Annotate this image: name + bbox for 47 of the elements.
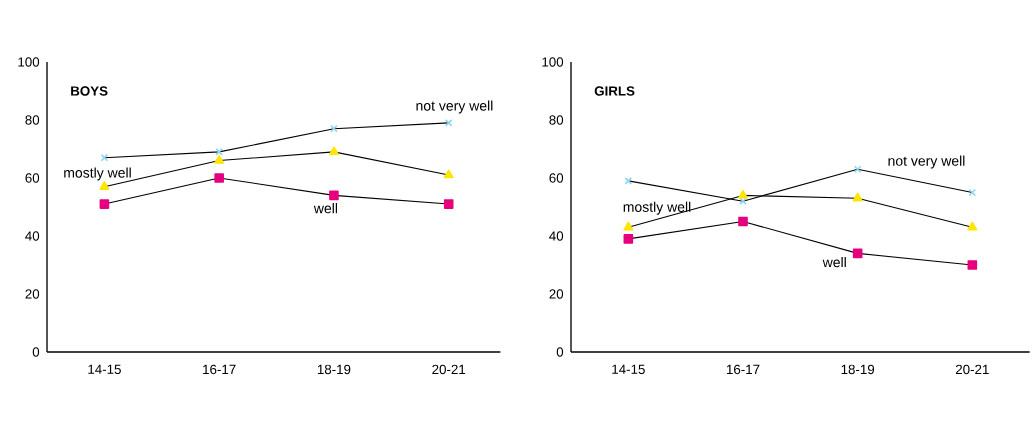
point <box>443 199 454 209</box>
point <box>623 234 634 244</box>
y-tick-label: 60 <box>549 173 564 183</box>
point <box>100 153 109 162</box>
point <box>738 189 748 199</box>
y-tick-label: 100 <box>18 57 40 67</box>
point <box>99 199 110 209</box>
point <box>967 221 978 231</box>
x-tick-label: 16-17 <box>726 364 760 375</box>
point <box>623 221 634 231</box>
y-tick-label: 40 <box>25 231 40 241</box>
y-tick-label: 100 <box>542 57 564 67</box>
point <box>443 169 454 179</box>
y-tick-label: 20 <box>25 289 40 299</box>
x-tick-label: 14-15 <box>88 364 121 374</box>
series-label: not very well <box>888 155 965 169</box>
point <box>852 192 863 202</box>
y-tick-label: 80 <box>25 115 40 125</box>
x-tick-label: 18-19 <box>841 364 875 375</box>
point <box>215 148 223 156</box>
y-tick-label: 0 <box>32 347 40 357</box>
x-tick-label: 20-21 <box>955 364 989 375</box>
series-label: mostly well <box>623 201 691 215</box>
point <box>852 248 863 259</box>
y-tick-label: 20 <box>549 289 564 299</box>
point <box>328 146 339 156</box>
point <box>214 173 224 183</box>
point <box>853 165 862 174</box>
point <box>738 216 748 227</box>
y-tick-label: 60 <box>25 173 40 183</box>
text: BOYS <box>71 86 108 96</box>
x-tick-label: 14-15 <box>612 364 645 374</box>
x-tick-label: 20-21 <box>432 364 466 375</box>
x-tick-label: 18-19 <box>317 364 351 375</box>
point <box>214 154 225 164</box>
y-tick-label: 0 <box>556 347 564 357</box>
x-tick-label: 16-17 <box>203 364 236 375</box>
series-label: not very well <box>416 100 493 114</box>
y-tick-label: 80 <box>549 115 564 125</box>
series-label: well <box>822 256 846 268</box>
series-label: well <box>313 203 338 214</box>
point <box>329 190 339 201</box>
series-label: mostly well <box>64 167 131 181</box>
point <box>967 260 978 270</box>
point <box>99 181 110 190</box>
y-tick-label: 40 <box>549 231 564 241</box>
text: GIRLS <box>594 86 635 96</box>
